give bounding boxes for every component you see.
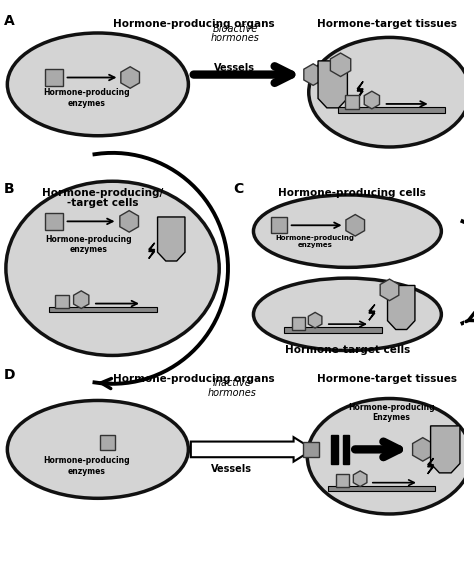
Polygon shape [364, 91, 380, 109]
Polygon shape [318, 61, 347, 108]
FancyArrow shape [191, 437, 313, 462]
Polygon shape [157, 217, 185, 261]
Text: Hormone-producing/: Hormone-producing/ [42, 188, 164, 198]
Polygon shape [380, 279, 399, 300]
Text: hormones: hormones [208, 388, 256, 398]
Polygon shape [353, 471, 367, 487]
Text: Enzymes: Enzymes [373, 413, 410, 422]
Polygon shape [428, 458, 434, 474]
Bar [55, 295, 69, 308]
Bar [49, 307, 156, 312]
Bar [45, 212, 63, 230]
Bar [343, 435, 349, 464]
Text: Hormone-producing organs: Hormone-producing organs [112, 19, 274, 29]
Polygon shape [308, 312, 322, 328]
Ellipse shape [7, 400, 188, 498]
Bar [45, 69, 63, 86]
Polygon shape [120, 211, 138, 232]
Bar [271, 218, 287, 233]
Bar [328, 486, 436, 491]
Bar [337, 107, 445, 112]
Text: Hormone-producing: Hormone-producing [348, 403, 435, 412]
Text: Hormone-producing organs: Hormone-producing organs [112, 374, 274, 384]
Polygon shape [412, 437, 433, 461]
Polygon shape [346, 215, 365, 236]
Text: Hormone-producing
enzymes: Hormone-producing enzymes [275, 235, 355, 248]
Polygon shape [304, 64, 322, 85]
Text: Bioactive: Bioactive [212, 24, 257, 34]
Bar [331, 435, 337, 464]
Bar [292, 317, 305, 329]
Text: C: C [233, 182, 243, 196]
Text: Hormone-producing
enzymes: Hormone-producing enzymes [43, 456, 129, 475]
Ellipse shape [254, 278, 441, 350]
Text: Hormone-target tissues: Hormone-target tissues [317, 374, 456, 384]
Bar [284, 327, 382, 333]
Polygon shape [357, 81, 363, 99]
Text: D: D [4, 368, 16, 382]
Text: -target cells: -target cells [67, 198, 138, 208]
Text: hormones: hormones [210, 34, 259, 44]
Text: Hormone-producing
enzymes: Hormone-producing enzymes [43, 88, 129, 108]
Text: Vessels: Vessels [214, 63, 255, 73]
Text: Vessels: Vessels [211, 464, 253, 474]
Text: Inactive: Inactive [212, 378, 251, 388]
Bar [303, 441, 319, 457]
Ellipse shape [254, 195, 441, 268]
Text: Hormone-target cells: Hormone-target cells [285, 345, 410, 354]
Polygon shape [388, 286, 415, 329]
Polygon shape [73, 291, 89, 308]
Bar [346, 95, 359, 109]
Ellipse shape [6, 181, 219, 356]
Text: Hormone-target tissues: Hormone-target tissues [317, 19, 456, 29]
Polygon shape [149, 243, 155, 258]
Polygon shape [369, 304, 375, 320]
Ellipse shape [7, 33, 188, 136]
Ellipse shape [309, 37, 470, 147]
Text: Hormone-producing
enzymes: Hormone-producing enzymes [45, 235, 131, 254]
Polygon shape [121, 67, 139, 88]
Text: B: B [4, 182, 15, 196]
Polygon shape [430, 426, 460, 473]
Text: Hormone-producing cells: Hormone-producing cells [278, 188, 426, 198]
Bar [100, 435, 116, 450]
Text: A: A [4, 14, 15, 28]
Polygon shape [330, 53, 351, 77]
Bar [336, 474, 349, 487]
Ellipse shape [307, 399, 472, 514]
